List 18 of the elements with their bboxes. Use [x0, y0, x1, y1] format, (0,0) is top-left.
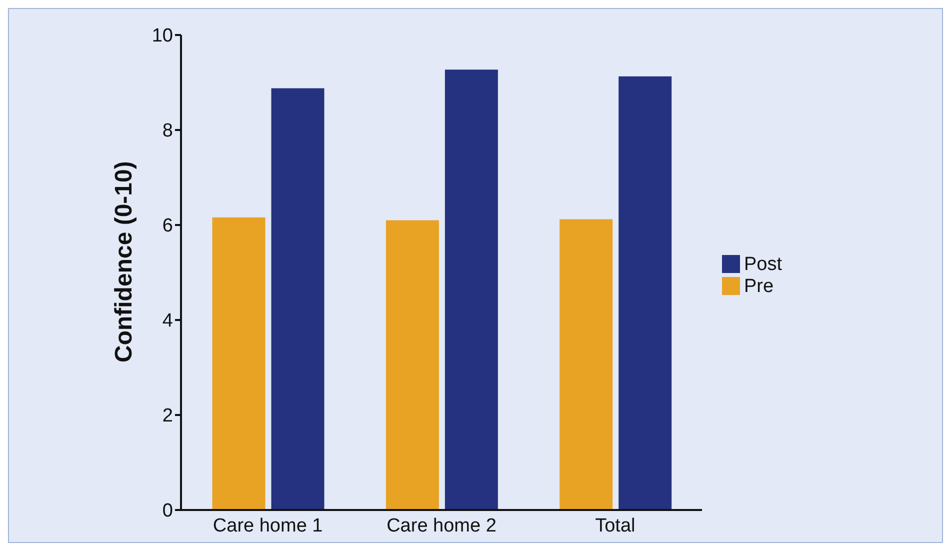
bar: [271, 88, 324, 510]
x-tick-label: Care home 1: [212, 515, 323, 536]
y-axis-title: Confidence (0-10): [110, 161, 138, 362]
bar: [560, 219, 613, 510]
bar: [386, 220, 439, 510]
legend-label: Post: [744, 254, 782, 274]
bar: [444, 70, 498, 510]
y-tick-label: 8: [162, 120, 173, 142]
x-tick-label: Care home 2: [386, 515, 496, 536]
y-tick-label: 4: [162, 310, 174, 332]
y-tick-label: 0: [162, 500, 173, 522]
bar: [618, 76, 672, 510]
y-tick-label: 6: [162, 216, 173, 237]
bar: [212, 217, 266, 510]
legend-label: Pre: [744, 276, 774, 296]
y-tick-label: 10: [152, 26, 173, 47]
y-tick-label: 2: [162, 406, 173, 427]
x-tick-label: Total: [595, 515, 636, 536]
